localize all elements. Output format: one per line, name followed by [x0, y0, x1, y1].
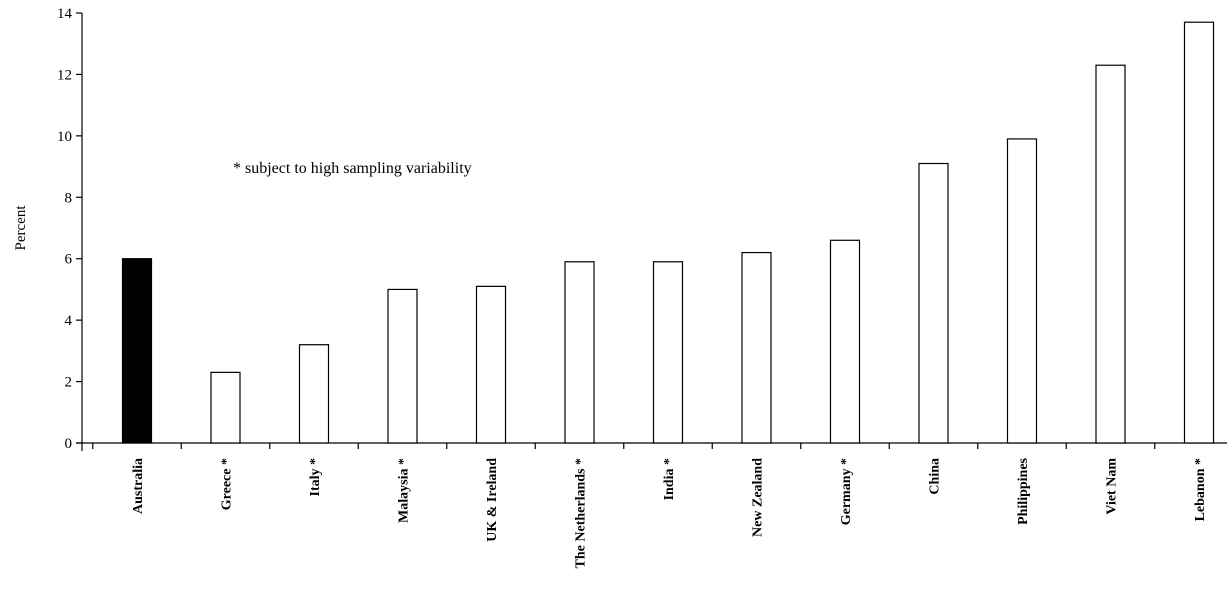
- annotation-note: * subject to high sampling variability: [233, 160, 472, 177]
- bar: [387, 288, 418, 444]
- bar: [918, 162, 949, 444]
- y-tick-label: 12: [57, 67, 72, 83]
- y-tick-label: 14: [57, 6, 73, 22]
- bar: [829, 239, 861, 444]
- y-tick-label: 10: [57, 129, 72, 145]
- bar: [121, 258, 153, 444]
- y-tick-label: 2: [65, 375, 73, 391]
- y-axis: 0 2 4 6 8 10 12 14: [57, 6, 83, 452]
- category-label: UK & Ireland: [485, 458, 500, 542]
- y-tick-label: 8: [65, 190, 73, 206]
- category-label: New Zealand: [751, 458, 766, 537]
- bar: [1006, 138, 1038, 444]
- bar: [475, 285, 507, 444]
- category-label: Australia: [131, 458, 146, 514]
- category-label: Germany *: [839, 458, 854, 525]
- category-label: Italy *: [308, 458, 323, 497]
- category-label: Greece *: [220, 458, 235, 510]
- bar: [298, 344, 330, 444]
- category-label: Viet Nam: [1105, 458, 1120, 515]
- y-tick-label: 6: [65, 252, 73, 268]
- bar: [741, 251, 772, 444]
- y-tick-label: 4: [65, 313, 73, 329]
- bars: [121, 21, 1215, 444]
- category-label: China: [928, 458, 943, 495]
- category-labels: Australia Greece * Italy * Malaysia * UK & I…: [131, 457, 1208, 568]
- x-axis: [76, 442, 1227, 449]
- y-tick-label: 0: [65, 436, 73, 452]
- category-label: India *: [662, 458, 677, 500]
- category-label: Malaysia *: [397, 458, 412, 523]
- category-label: Philippines: [1016, 457, 1031, 524]
- bar: [1095, 64, 1126, 444]
- bar: [1183, 21, 1215, 444]
- category-label: Lebanon *: [1193, 458, 1208, 521]
- bar: [210, 371, 241, 444]
- bar: [564, 261, 595, 444]
- category-label: The Netherlands *: [574, 458, 589, 568]
- bar: [652, 261, 684, 444]
- y-axis-title: Percent: [13, 205, 29, 251]
